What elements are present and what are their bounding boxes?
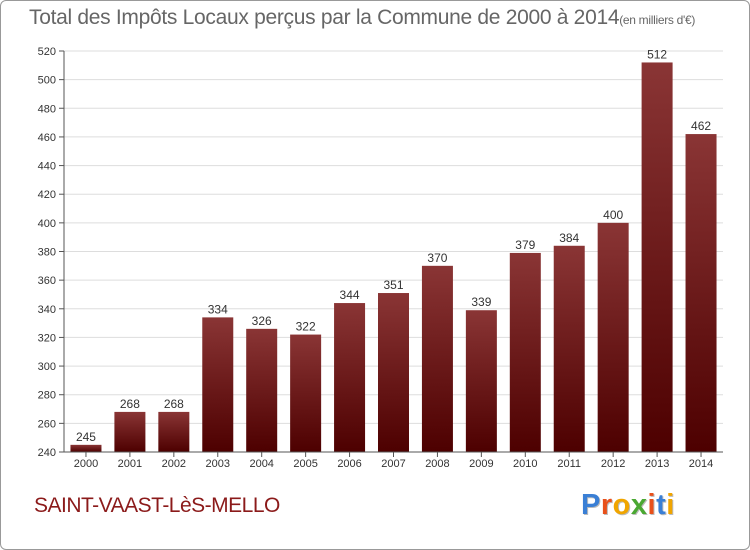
bar bbox=[597, 222, 629, 452]
y-tick-label: 400 bbox=[38, 218, 56, 230]
bar-value-label: 334 bbox=[208, 302, 228, 316]
y-tick-label: 320 bbox=[38, 332, 56, 344]
bar-value-label: 268 bbox=[120, 397, 140, 411]
chart-title: Total des Impôts Locaux perçus par la Co… bbox=[29, 6, 695, 30]
x-tick-label: 2010 bbox=[513, 458, 537, 470]
x-tick-label: 2001 bbox=[118, 458, 142, 470]
bar bbox=[290, 334, 322, 452]
x-tick-label: 2000 bbox=[74, 458, 98, 470]
bar-value-label: 379 bbox=[515, 238, 535, 252]
y-tick-label: 440 bbox=[38, 161, 56, 173]
axis-layer: 240 260 280 300 320 340 360 380 400 420 440 460 480 5… bbox=[38, 46, 723, 470]
x-tick-label: 2004 bbox=[249, 458, 273, 470]
bar bbox=[509, 252, 541, 452]
y-tick-label: 260 bbox=[38, 418, 56, 430]
bar-value-label: 512 bbox=[647, 47, 667, 61]
bar-value-label: 268 bbox=[164, 397, 184, 411]
proxiti-logo: Proxiti bbox=[581, 489, 675, 522]
y-tick-label: 460 bbox=[38, 132, 56, 144]
x-tick-label: 2012 bbox=[601, 458, 625, 470]
bar-value-label: 462 bbox=[691, 119, 711, 133]
bar bbox=[246, 328, 278, 452]
x-tick-label: 2008 bbox=[425, 458, 449, 470]
logo-letter: t bbox=[656, 489, 667, 521]
bar bbox=[202, 317, 234, 452]
y-tick-label: 240 bbox=[38, 447, 56, 459]
bar-layer: 245 268 268 334 326 322 344 351 370 339 379 384 400 5… bbox=[70, 47, 717, 453]
bar-value-label: 370 bbox=[427, 251, 447, 265]
bar bbox=[334, 303, 366, 452]
x-tick-label: 2009 bbox=[469, 458, 493, 470]
x-tick-label: 2005 bbox=[293, 458, 317, 470]
bar-value-label: 339 bbox=[471, 295, 491, 309]
y-tick-label: 520 bbox=[38, 46, 56, 58]
bar bbox=[114, 411, 146, 452]
bar bbox=[465, 310, 497, 452]
y-tick-label: 480 bbox=[38, 103, 56, 115]
chart-title-text: Total des Impôts Locaux perçus par la Co… bbox=[29, 6, 620, 29]
bar bbox=[158, 411, 190, 452]
bar bbox=[641, 62, 673, 452]
x-tick-label: 2003 bbox=[206, 458, 230, 470]
bar-value-label: 351 bbox=[383, 278, 403, 292]
bar-value-label: 400 bbox=[603, 208, 623, 222]
y-tick-label: 300 bbox=[38, 361, 56, 373]
x-tick-label: 2014 bbox=[689, 458, 713, 470]
logo-letter: o bbox=[612, 489, 631, 521]
y-tick-label: 380 bbox=[38, 247, 56, 259]
bar bbox=[685, 134, 717, 453]
bar bbox=[70, 444, 102, 452]
x-tick-label: 2011 bbox=[557, 458, 581, 470]
y-tick-label: 360 bbox=[38, 275, 56, 287]
logo-letter: i bbox=[647, 489, 657, 521]
logo-letter: P bbox=[581, 489, 601, 521]
x-tick-label: 2006 bbox=[337, 458, 361, 470]
y-tick-label: 280 bbox=[38, 390, 56, 402]
x-tick-label: 2002 bbox=[162, 458, 186, 470]
commune-name: SAINT-VAAST-LèS-MELLO bbox=[34, 494, 280, 517]
bar-value-label: 326 bbox=[252, 314, 272, 328]
chart-unit-note: (en milliers d'€) bbox=[619, 13, 696, 27]
y-tick-label: 500 bbox=[38, 75, 56, 87]
x-tick-label: 2013 bbox=[645, 458, 669, 470]
x-tick-label: 2007 bbox=[381, 458, 405, 470]
bar-value-label: 322 bbox=[296, 320, 316, 334]
bar bbox=[378, 293, 409, 452]
y-tick-label: 340 bbox=[38, 304, 56, 316]
logo-letter: r bbox=[600, 489, 613, 521]
bar bbox=[553, 245, 585, 452]
y-tick-label: 420 bbox=[38, 189, 56, 201]
bar-value-label: 384 bbox=[559, 231, 579, 245]
logo-letter: i bbox=[666, 489, 675, 521]
bar-value-label: 245 bbox=[76, 430, 96, 444]
logo-letter: x bbox=[630, 489, 648, 521]
bar-value-label: 344 bbox=[340, 288, 360, 302]
bar bbox=[421, 265, 453, 452]
